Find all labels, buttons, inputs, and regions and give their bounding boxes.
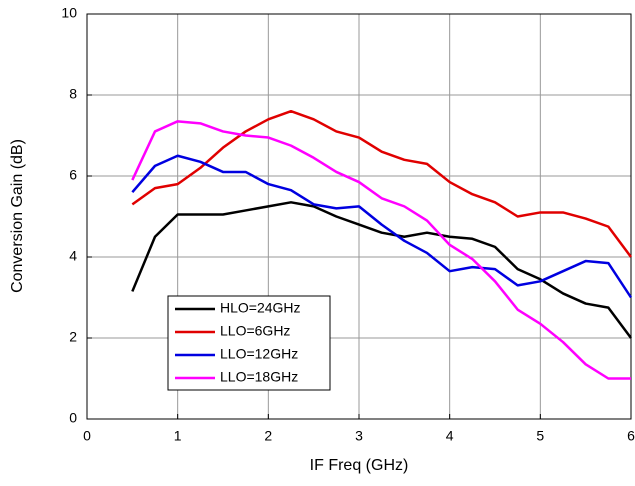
y-axis-title: Conversion Gain (dB)	[9, 139, 26, 293]
y-tick-label: 6	[69, 167, 77, 183]
y-tick-label: 2	[69, 329, 77, 345]
x-tick-label: 4	[446, 428, 454, 444]
x-tick-label: 6	[627, 428, 635, 444]
series-line	[131, 120, 631, 380]
x-tick-label: 3	[355, 428, 363, 444]
y-tick-label: 4	[69, 248, 77, 264]
legend-box	[167, 295, 331, 391]
legend-label: LLO=12GHz	[220, 346, 298, 362]
y-tick-label: 0	[69, 410, 77, 426]
series-line	[131, 201, 633, 339]
x-tick-label: 2	[264, 428, 272, 444]
x-tick-label: 0	[83, 428, 91, 444]
y-tick-label: 10	[61, 5, 77, 21]
legend-label: LLO=6GHz	[220, 323, 290, 339]
x-axis-title: IF Freq (GHz)	[310, 457, 409, 474]
plot-frame	[86, 13, 632, 420]
legend-label: LLO=18GHz	[220, 369, 298, 385]
x-tick-label: 5	[536, 428, 544, 444]
legend-label: HLO=24GHz	[220, 300, 301, 316]
series-line	[131, 154, 633, 299]
series-line	[131, 109, 633, 258]
y-tick-label: 8	[69, 86, 77, 102]
x-tick-label: 1	[174, 428, 182, 444]
